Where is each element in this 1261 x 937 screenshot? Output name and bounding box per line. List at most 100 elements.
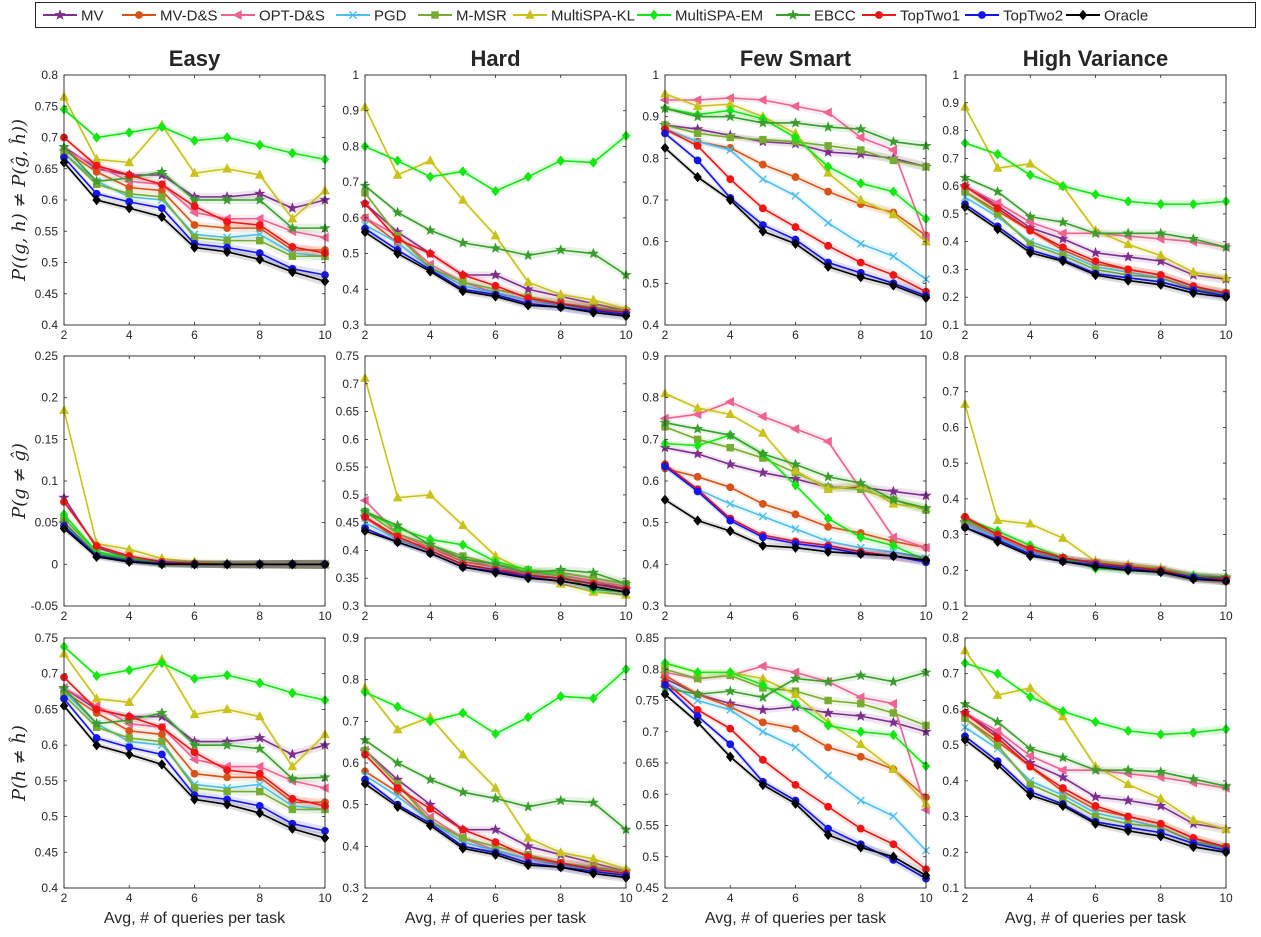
y-tick-label: 0.45 [636,881,660,895]
data-point [823,513,833,524]
data-point [726,443,734,452]
data-point [659,95,669,105]
data-point [589,693,598,704]
series-opt-d-s [659,93,930,243]
data-point [692,423,704,434]
data-point [1026,762,1035,771]
data-point [588,294,599,304]
data-point [1058,706,1068,717]
data-point [255,769,264,778]
chart-panel-r2-c2: 2 4 6 8 10 0.3 0.35 0.4 0.45 0.5 0.55 0.6 0.65 0.7 0.7… [336,349,633,623]
data-point [1091,818,1100,829]
series-band [64,150,325,261]
data-point [822,146,834,157]
y-tick-label: 0.6 [942,702,959,716]
data-point [156,707,168,718]
series-band [365,508,626,589]
y-tick-label: 0.5 [642,276,659,290]
y-tick-label: 0.6 [942,179,959,193]
data-point [188,739,201,750]
data-point [692,110,704,122]
y-tick-label: 0.1 [942,318,959,332]
y-tick-label: 0.7 [942,667,959,681]
data-point [791,223,800,231]
x-tick-label: 4 [126,891,133,905]
x-tick-label: 10 [1219,609,1233,623]
data-point [693,129,702,138]
data-point [157,211,167,223]
data-point [692,402,703,412]
data-point [693,156,702,165]
data-point [125,556,134,568]
data-point [522,249,534,261]
x-tick-label: 2 [362,891,369,905]
data-point [287,761,298,771]
x-tick-label: 10 [919,609,933,623]
data-point [726,194,735,206]
data-point [157,121,167,133]
chart-title: Few Smart [740,46,852,71]
data-point [791,698,800,709]
y-tick-label: 0.05 [35,516,59,530]
data-point [221,739,233,750]
data-point [856,548,865,560]
data-point [757,411,767,422]
y-tick-label: 0.7 [41,667,58,681]
data-point [1155,227,1167,239]
series-band [64,688,325,814]
legend-item-m-msr: M-MSR [418,8,507,25]
data-point [822,107,832,118]
data-point [158,193,166,201]
data-point [823,167,833,177]
data-point [555,794,567,806]
legend-marker [649,9,659,21]
data-point [758,427,768,437]
series-oracle [660,494,931,566]
y-tick-label: 0.4 [41,881,58,895]
data-point [758,204,767,213]
data-point [1026,789,1035,801]
data-point [523,832,533,842]
data-point [1189,574,1198,585]
x-tick-label: 10 [919,328,933,342]
data-point [692,448,704,459]
data-point [1025,158,1036,168]
data-point [393,701,402,712]
chart-panel-r2-c3: 2 4 6 8 10 0.3 0.4 0.5 0.6 0.7 0.8 0.9 [642,349,933,623]
data-point [726,175,735,184]
data-point [491,567,500,578]
series-band [365,200,626,316]
data-point [1156,831,1165,842]
data-point [889,156,898,165]
series-toptwo1 [961,182,1230,298]
data-point [125,712,134,721]
series-oracle [360,778,631,883]
data-point [1026,780,1034,789]
data-point [855,738,866,748]
data-point [254,732,266,743]
y-tick-label: 0.55 [35,774,59,788]
x-tick-label: 6 [1092,891,1099,905]
data-point [1057,751,1069,763]
data-point [189,754,199,765]
data-point [286,222,298,233]
y-tick-label: 0.75 [336,349,360,363]
y-tick-label: 0.65 [336,405,360,419]
legend-label: TopTwo2 [1003,8,1063,25]
data-point [223,773,232,782]
data-point [724,397,734,407]
data-point [992,716,1004,727]
data-point [426,548,435,559]
data-point [1122,794,1134,806]
data-point [757,691,769,703]
y-axis-label: P((g, h) ≠ P(ĝ, ĥ)) [7,119,30,282]
data-point [1123,725,1133,737]
data-point [223,787,231,796]
data-point [758,727,767,736]
y-tick-label: 0.75 [35,631,59,645]
data-point [724,429,736,440]
data-point [1156,729,1165,740]
y-tick-label: 0.5 [342,488,359,502]
series-band [365,215,626,317]
legend-marker [978,11,986,19]
